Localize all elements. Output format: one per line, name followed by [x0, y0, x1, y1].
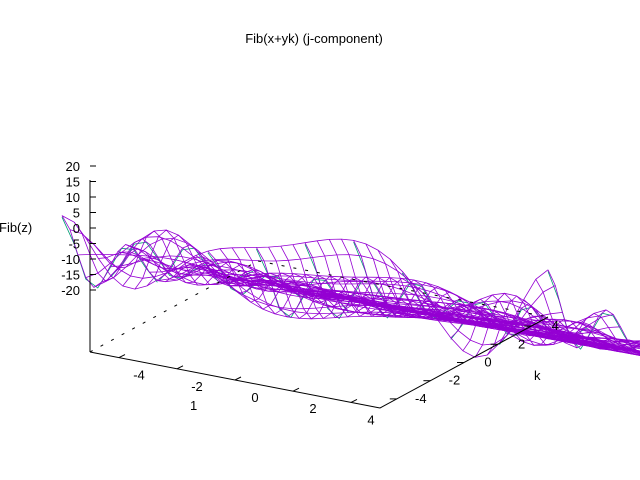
- z-tick-label: 15: [66, 175, 80, 190]
- mesh-line-y: [462, 294, 640, 353]
- mesh-line-y: [401, 271, 640, 353]
- z-tick-label: 5: [73, 206, 80, 221]
- x-tick-label: 0: [251, 390, 258, 405]
- y-tick-label: 4: [552, 318, 559, 333]
- mesh-line-y: [316, 240, 621, 352]
- mesh-line-y: [486, 295, 640, 356]
- z-tick-label: 10: [66, 190, 80, 205]
- mesh-line-y: [73, 221, 392, 308]
- x-tick-label: -4: [133, 368, 145, 383]
- z-axis-label: Fib(z): [0, 220, 32, 235]
- mesh-line-y: [328, 239, 632, 354]
- z-tick-label: -10: [61, 252, 80, 267]
- tick-marks: [90, 165, 532, 403]
- mesh-line-y: [499, 303, 640, 350]
- z-tick-label: -15: [61, 268, 80, 283]
- mesh-line-y: [134, 229, 449, 319]
- mesh-line-y: [547, 269, 640, 352]
- mesh-line-y: [438, 304, 640, 352]
- mesh-line-y: [523, 299, 640, 343]
- back-edge-y: [257, 260, 549, 318]
- z-tick-label: 0: [73, 221, 80, 236]
- mesh-line-y: [61, 215, 381, 306]
- x-tick: [118, 354, 126, 359]
- mesh-line-y: [511, 315, 640, 348]
- mesh-line-y: [146, 234, 461, 321]
- x-tick: [350, 398, 358, 403]
- mesh-line-y: [341, 238, 640, 356]
- surface-mesh: [61, 215, 640, 358]
- mesh-line-y: [450, 298, 640, 354]
- y-tick-label: 2: [518, 336, 525, 351]
- y-tick-label: 0: [484, 355, 491, 370]
- z-tick-label: 20: [66, 159, 80, 174]
- x-tick: [176, 365, 184, 370]
- x-tick-label: -2: [191, 379, 203, 394]
- y-tick-label: -4: [415, 391, 427, 406]
- y-tick-label: -2: [449, 373, 461, 388]
- z-tick-label: -5: [68, 237, 80, 252]
- x-tick: [234, 376, 242, 381]
- x-tick-label: 2: [309, 401, 316, 416]
- y-axis-label: k: [534, 368, 541, 383]
- mesh-line-y: [110, 238, 426, 314]
- mesh-line-y: [535, 279, 640, 350]
- chart-title: Fib(x+yk) (j-component): [245, 31, 383, 46]
- z-tick-label: -20: [61, 283, 80, 298]
- mesh-line-y: [353, 240, 640, 356]
- x-tick: [292, 387, 300, 392]
- mesh-line-x: [61, 215, 549, 358]
- x-tick-label: 4: [367, 412, 374, 427]
- mesh-line-y: [122, 230, 438, 317]
- x-axis-label: 1: [190, 398, 197, 413]
